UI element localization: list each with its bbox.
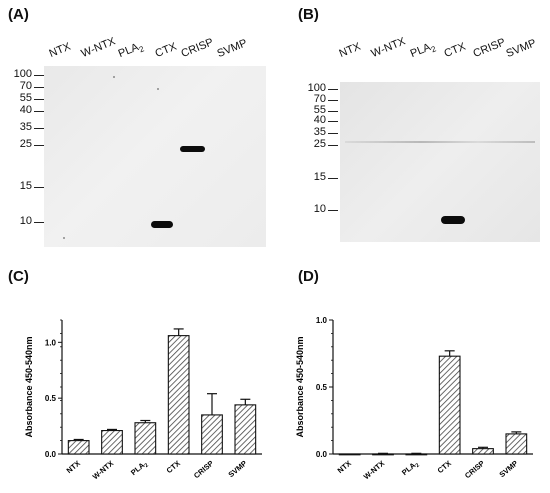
blot-b-tick <box>328 111 338 112</box>
blot-b-marker-35: 35 <box>313 126 326 138</box>
y-tick-label: 0.5 <box>316 383 328 392</box>
blot-b-band-ctx <box>441 216 465 224</box>
chart-d: 0.0 0.5 1.0 Absorbance 450-540nm NTX W-NTX PLA… <box>295 316 533 482</box>
blot-b-tick <box>328 100 338 101</box>
y-axis-label: Absorbance 450-540nm <box>24 336 34 437</box>
blot-a-marker-10: 10 <box>19 215 32 227</box>
blot-b-lane-svmp: SVMP <box>504 37 538 60</box>
blot-b-marker-100: 100 <box>307 82 326 94</box>
blot-b-faint-line <box>345 141 535 143</box>
blot-b-tick <box>328 121 338 122</box>
blot-b-marker-40: 40 <box>313 114 326 126</box>
blot-b-marker-55: 55 <box>313 104 326 116</box>
blot-a-tick <box>34 99 44 100</box>
x-tick-label: NTX <box>65 459 82 476</box>
blot-a-lane-wntx: W-NTX <box>79 35 118 60</box>
blot-a-membrane <box>44 66 266 247</box>
blot-a-tick <box>34 75 44 76</box>
bar-ntx <box>67 440 90 455</box>
blot-a-tick <box>34 222 44 223</box>
blot-b-lane-ctx: CTX <box>442 40 468 60</box>
blot-b-tick <box>328 89 338 90</box>
panel-label-d: (D) <box>298 268 319 285</box>
panel-label-a: (A) <box>8 6 29 23</box>
chart-c: 0.0 0.5 1.0 Absorbance 450-540nm NTX W-NTX PLA… <box>24 319 262 482</box>
panel-label-b: (B) <box>298 6 319 23</box>
x-tick-label: W-NTX <box>91 459 116 482</box>
blot-a-speck <box>63 237 65 239</box>
blot-a-marker-55: 55 <box>19 92 32 104</box>
blot-b-lane-wntx: W-NTX <box>369 35 408 60</box>
y-tick-label: 1.0 <box>316 316 328 325</box>
x-tick-label: W-NTX <box>362 459 387 482</box>
bar-svmp <box>234 404 257 455</box>
panel-label-c: (C) <box>8 268 29 285</box>
bar-pla2 <box>405 453 428 456</box>
blot-a-lane-ctx: CTX <box>153 40 179 60</box>
blot-b-tick <box>328 210 338 211</box>
blot-b-tick <box>328 178 338 179</box>
blot-b-lane-crisp: CRISP <box>471 36 508 60</box>
blot-a-lane-crisp: CRISP <box>179 36 216 60</box>
x-tick-label: CRISP <box>192 459 215 481</box>
y-axis-label: Absorbance 450-540nm <box>295 336 305 437</box>
blot-a-tick <box>34 111 44 112</box>
blot-a-tick <box>34 187 44 188</box>
blot-a-band-ctx <box>151 221 173 228</box>
blot-a-tick <box>34 128 44 129</box>
bar-crisp <box>201 414 223 455</box>
bar-w-ntx <box>372 453 394 456</box>
blot-a-marker-100: 100 <box>13 68 32 80</box>
x-tick-label: PLA2 <box>129 459 150 479</box>
blot-b-lane-ntx: NTX <box>337 40 363 60</box>
blot-b-tick <box>328 145 338 146</box>
x-tick-label: SVMP <box>227 459 249 480</box>
bar-ctx <box>438 355 461 455</box>
blot-a-marker-15: 15 <box>19 180 32 192</box>
blot-b-marker-25: 25 <box>313 138 326 150</box>
x-tick-label: PLA2 <box>400 459 421 479</box>
bar-svmp <box>505 433 528 455</box>
bar-crisp <box>472 448 494 455</box>
blot-a-lane-svmp: SVMP <box>215 37 249 60</box>
blot-a-tick <box>34 87 44 88</box>
blot-b-tick <box>328 133 338 134</box>
blot-a-tick <box>34 145 44 146</box>
y-tick-label: 0.0 <box>45 450 57 459</box>
bar-w-ntx <box>101 430 123 455</box>
blot-a-marker-70: 70 <box>19 80 32 92</box>
blot-a-marker-35: 35 <box>19 121 32 133</box>
x-tick-label: CRISP <box>463 459 486 481</box>
bar-pla2 <box>134 422 157 455</box>
blot-a-marker-25: 25 <box>19 138 32 150</box>
blot-b-marker-10: 10 <box>313 203 326 215</box>
blot-a-band-crisp <box>180 146 205 152</box>
bar-ctx <box>167 335 190 455</box>
y-tick-label: 1.0 <box>45 338 57 347</box>
blot-a-speck <box>113 76 115 78</box>
blot-a-lane-ntx: NTX <box>47 40 73 60</box>
blot-b-marker-70: 70 <box>313 93 326 105</box>
x-tick-label: CTX <box>165 459 182 476</box>
blot-b-lane-pla2: PLA2 <box>408 41 438 61</box>
x-tick-label: NTX <box>336 459 353 476</box>
x-tick-label: SVMP <box>498 459 520 480</box>
blot-b-membrane <box>340 82 540 242</box>
blot-b-marker-15: 15 <box>313 171 326 183</box>
y-tick-label: 0.5 <box>45 394 57 403</box>
blot-a-marker-40: 40 <box>19 104 32 116</box>
blot-a-lane-pla2: PLA2 <box>116 41 146 61</box>
bar-ntx <box>338 453 361 456</box>
y-tick-label: 0.0 <box>316 450 328 459</box>
x-tick-label: CTX <box>436 459 453 476</box>
blot-a-speck <box>157 88 159 90</box>
